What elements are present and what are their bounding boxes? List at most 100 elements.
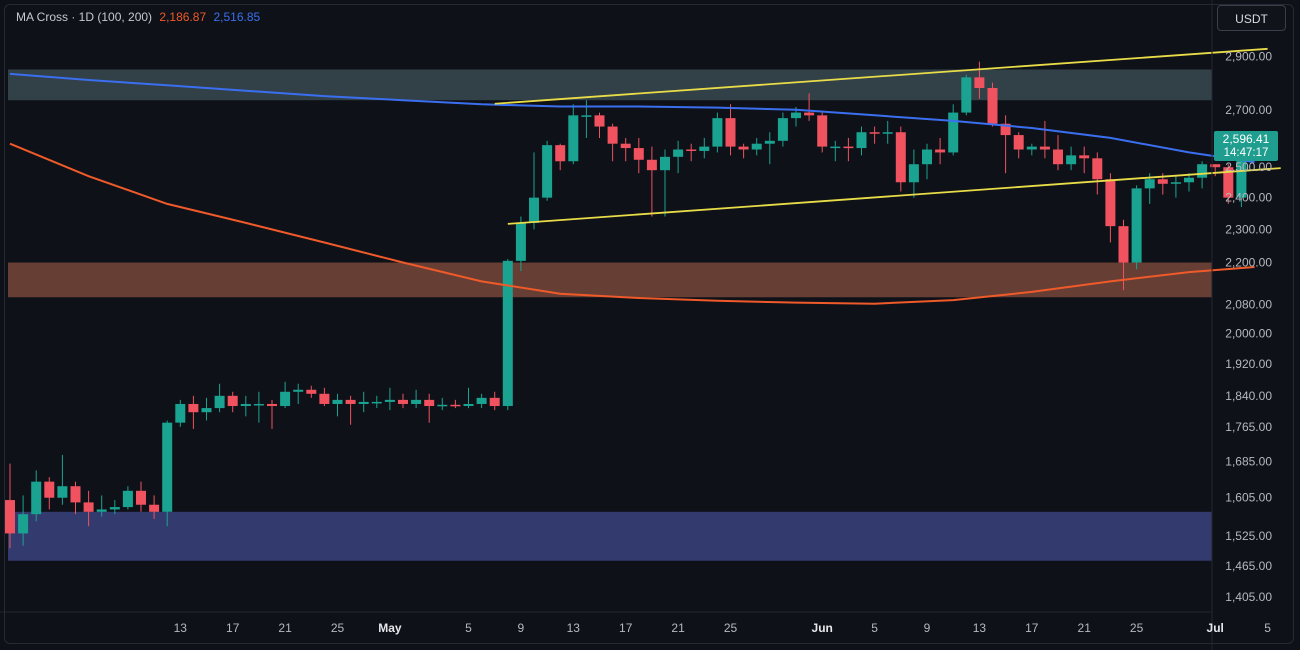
candle[interactable]	[1013, 132, 1024, 159]
candle[interactable]	[5, 463, 15, 549]
candle[interactable]	[280, 381, 291, 409]
candle[interactable]	[751, 137, 762, 156]
candle[interactable]	[515, 216, 526, 272]
candle[interactable]	[607, 123, 618, 162]
candle[interactable]	[1170, 176, 1181, 198]
candle[interactable]	[267, 399, 277, 429]
candle[interactable]	[253, 391, 264, 423]
candle[interactable]	[594, 112, 605, 138]
candle[interactable]	[332, 393, 343, 417]
candle[interactable]	[1026, 143, 1037, 156]
candle[interactable]	[489, 391, 500, 411]
candle[interactable]	[1053, 135, 1063, 171]
candle[interactable]	[502, 259, 513, 411]
candle[interactable]	[109, 500, 120, 515]
candle[interactable]	[725, 104, 736, 156]
candle[interactable]	[476, 393, 487, 409]
candle[interactable]	[974, 61, 985, 99]
candle[interactable]	[633, 137, 644, 174]
candle[interactable]	[777, 112, 788, 147]
candle[interactable]	[1079, 146, 1090, 174]
candle[interactable]	[57, 454, 68, 505]
price-tick-label: 2,000.00	[1225, 327, 1272, 341]
candle[interactable]	[817, 112, 828, 153]
candle[interactable]	[1039, 120, 1050, 159]
candle[interactable]	[31, 470, 42, 522]
candle[interactable]	[1066, 146, 1077, 171]
candle[interactable]	[738, 143, 749, 159]
candle[interactable]	[306, 385, 317, 398]
candle[interactable]	[424, 393, 435, 423]
candle[interactable]	[293, 383, 304, 404]
candle[interactable]	[450, 399, 461, 409]
candle-body	[673, 149, 684, 157]
candle[interactable]	[673, 140, 684, 174]
candle[interactable]	[830, 140, 841, 162]
candle[interactable]	[568, 104, 579, 165]
candle[interactable]	[908, 149, 919, 198]
candle[interactable]	[712, 112, 723, 153]
candle[interactable]	[398, 393, 408, 409]
candle[interactable]	[895, 126, 906, 192]
candle[interactable]	[437, 397, 448, 411]
candle[interactable]	[699, 137, 710, 159]
candle[interactable]	[869, 126, 880, 144]
candle[interactable]	[162, 420, 173, 527]
candle[interactable]	[1210, 164, 1221, 177]
last-price-badge: 2,596.41 14:47:17	[1214, 131, 1278, 161]
candle[interactable]	[1118, 219, 1129, 291]
candle[interactable]	[961, 74, 972, 116]
candle[interactable]	[319, 387, 330, 407]
currency-button[interactable]: USDT	[1217, 5, 1286, 31]
candle[interactable]	[1223, 164, 1234, 204]
candle[interactable]	[542, 140, 553, 201]
candle[interactable]	[555, 143, 566, 171]
candle[interactable]	[371, 395, 382, 409]
candle[interactable]	[935, 137, 946, 165]
candle[interactable]	[214, 383, 225, 413]
candle[interactable]	[175, 399, 186, 427]
candle[interactable]	[1105, 173, 1116, 243]
candle-body	[581, 115, 592, 117]
candle[interactable]	[843, 137, 854, 162]
candle[interactable]	[188, 395, 199, 429]
candle[interactable]	[882, 120, 893, 144]
candle[interactable]	[227, 391, 238, 413]
candle[interactable]	[856, 126, 867, 156]
candle[interactable]	[83, 490, 94, 527]
candle[interactable]	[764, 132, 775, 165]
candle[interactable]	[240, 395, 251, 417]
candle[interactable]	[411, 389, 422, 409]
candle-body	[974, 77, 985, 89]
candle[interactable]	[646, 146, 657, 217]
candle[interactable]	[70, 481, 81, 515]
candle[interactable]	[987, 82, 998, 127]
candle[interactable]	[1197, 161, 1208, 189]
candle-body	[1039, 146, 1050, 150]
candle[interactable]	[149, 495, 160, 519]
candle[interactable]	[44, 477, 55, 510]
candle[interactable]	[686, 143, 697, 162]
candle[interactable]	[1184, 173, 1194, 192]
indicator-legend[interactable]: MA Cross · 1D (100, 200) 2,186.87 2,516.…	[16, 10, 260, 24]
candle[interactable]	[201, 397, 212, 421]
candle[interactable]	[948, 104, 959, 156]
candle[interactable]	[122, 486, 133, 510]
candle[interactable]	[96, 495, 107, 517]
candle[interactable]	[136, 481, 146, 512]
candle[interactable]	[345, 395, 356, 425]
candle[interactable]	[1092, 152, 1103, 195]
candle[interactable]	[922, 143, 932, 180]
candle[interactable]	[1131, 185, 1142, 270]
candle[interactable]	[529, 152, 539, 230]
candle[interactable]	[804, 93, 815, 121]
candle[interactable]	[463, 387, 474, 409]
candle-body	[1236, 149, 1247, 198]
candle[interactable]	[660, 149, 670, 217]
candle[interactable]	[384, 387, 395, 411]
candle[interactable]	[18, 495, 29, 546]
candle-countdown: 14:47:17	[1223, 147, 1269, 159]
candle[interactable]	[620, 137, 631, 162]
candle[interactable]	[358, 391, 369, 413]
